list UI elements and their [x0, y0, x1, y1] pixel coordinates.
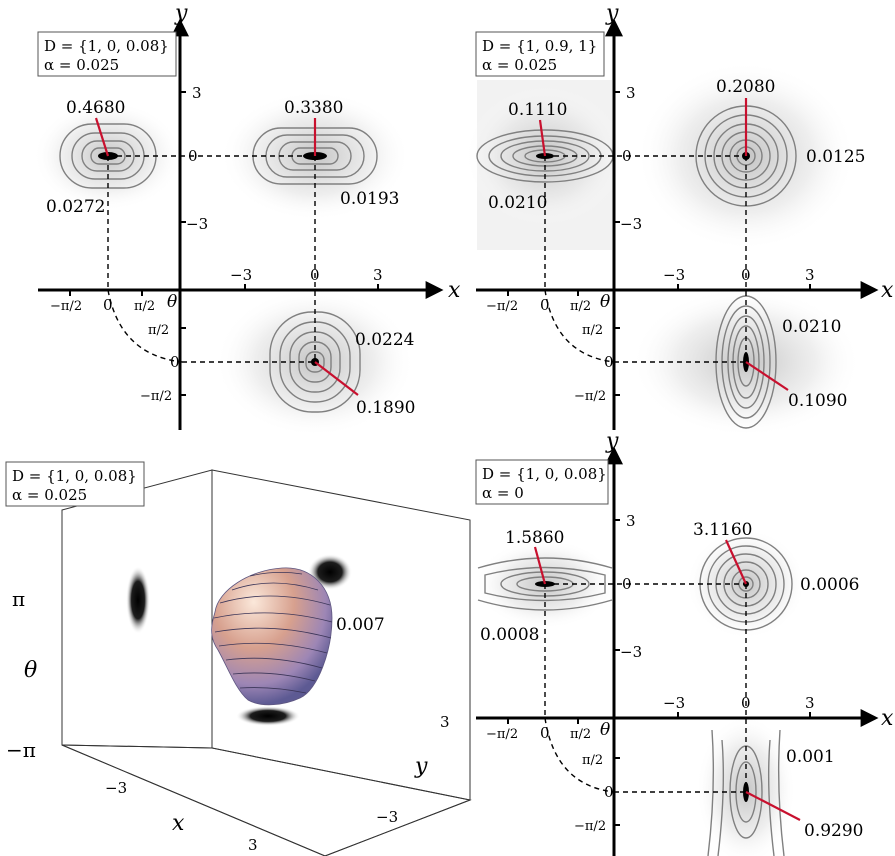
- contours-theta: [707, 729, 785, 856]
- projection-floor: [236, 706, 300, 726]
- projection-left-wall: [126, 566, 150, 634]
- axis-y-label: y: [605, 1, 619, 26]
- axis-y-label: y: [414, 754, 428, 779]
- axis-y-label: y: [605, 429, 619, 454]
- legend: D = {1, 0, 0.08} α = 0.025: [37, 31, 177, 77]
- legend-line-2: α = 0.025: [12, 486, 87, 504]
- peak-label: 3.1160: [693, 520, 752, 540]
- iso-label: 0.007: [336, 615, 385, 635]
- theta-vtick-neg-half-pi: −π/2: [140, 389, 172, 404]
- x-tick-3: 3: [248, 836, 258, 854]
- theta-vtick-half-pi: π/2: [148, 323, 169, 338]
- x-tick-0: 0: [741, 694, 751, 712]
- theta-tick-half-pi: π/2: [134, 299, 155, 314]
- x-tick-3: 3: [805, 266, 815, 284]
- contour-label: 0.0224: [355, 330, 414, 350]
- peak-label: 0.3380: [284, 98, 343, 118]
- legend-line-1: D = {1, 0, 0.08}: [12, 467, 137, 485]
- legend-line-2: α = 0.025: [44, 56, 119, 74]
- x-tick-neg3: −3: [230, 266, 252, 284]
- theta-tick-neg-pi: −π: [6, 738, 36, 762]
- theta-vtick-neg-half-pi: −π/2: [574, 389, 606, 404]
- axis-theta-label: θ: [167, 292, 177, 312]
- contour-label: 0.0193: [340, 189, 399, 209]
- y-tick-0: 0: [188, 147, 198, 165]
- theta-tick-0: 0: [540, 296, 550, 314]
- contour-label: 0.0272: [46, 197, 105, 217]
- x-tick-neg3: −3: [663, 266, 685, 284]
- legend-line-1: D = {1, 0, 0.08}: [44, 37, 169, 55]
- theta-vtick-0: 0: [170, 353, 180, 371]
- y-tick-0: 0: [622, 575, 632, 593]
- axis-x-label: x: [881, 278, 894, 303]
- x-tick-neg3: −3: [105, 779, 127, 797]
- x-tick-0: 0: [741, 266, 751, 284]
- y-tick-neg3: −3: [620, 643, 642, 661]
- isosurface: [211, 567, 333, 706]
- axis-theta-label: θ: [600, 292, 610, 312]
- panel-top-left: y x θ 3 0 −3 −3 0 3 −π/2 0 π/2 π/2 0 −π/…: [33, 1, 461, 437]
- contour-label: 0.0125: [806, 147, 865, 167]
- contour-label: 0.0210: [782, 317, 841, 337]
- peak-label: 0.2080: [716, 77, 775, 97]
- legend: D = {1, 0, 0.08} α = 0: [475, 459, 609, 505]
- axis-y-label: y: [174, 1, 188, 26]
- peak-label: 0.1890: [356, 398, 415, 418]
- theta-tick-half-pi: π/2: [570, 299, 591, 314]
- y-tick-3: 3: [626, 512, 636, 530]
- y-tick-neg3: −3: [620, 215, 642, 233]
- panel-3d: 0.007 π θ −π −3 x 3 3 y −3 D = {1, 0, 0.…: [5, 461, 472, 856]
- theta-vtick-neg-half-pi: −π/2: [574, 819, 606, 834]
- theta-vtick-half-pi: π/2: [582, 753, 603, 768]
- theta-vtick-0: 0: [604, 783, 614, 801]
- y-tick-3: 3: [626, 84, 636, 102]
- theta-tick-half-pi: π/2: [570, 727, 591, 742]
- axis-x-label: x: [172, 811, 185, 836]
- theta-tick-pi: π: [12, 587, 25, 611]
- x-tick-neg3: −3: [663, 694, 685, 712]
- peak-label: 0.1090: [788, 391, 847, 411]
- theta-tick-neg-half-pi: −π/2: [486, 727, 518, 742]
- axis-theta-label: θ: [600, 720, 610, 740]
- theta-tick-0: 0: [540, 724, 550, 742]
- theta-tick-neg-half-pi: −π/2: [486, 299, 518, 314]
- axis-x-label: x: [881, 706, 894, 731]
- contour-label: 0.001: [786, 747, 835, 767]
- axis-theta-label: θ: [24, 658, 37, 683]
- theta-vtick-half-pi: π/2: [582, 323, 603, 338]
- panel-bottom-right: y x θ 3 0 −3 −3 0 3 −π/2 0 π/2 π/2 0 −π/…: [475, 429, 894, 856]
- y-tick-neg3: −3: [376, 808, 398, 826]
- theta-vtick-0: 0: [604, 353, 614, 371]
- y-tick-neg3: −3: [186, 215, 208, 233]
- y-tick-0: 0: [622, 147, 632, 165]
- peak-label: 1.5860: [505, 528, 564, 548]
- x-tick-0: 0: [310, 266, 320, 284]
- y-tick-3: 3: [192, 84, 202, 102]
- peak-label: 0.4680: [66, 98, 125, 118]
- contour-label: 0.0210: [488, 193, 547, 213]
- axis-x-label: x: [448, 278, 461, 303]
- panel-top-right: y x θ 3 0 −3 −3 0 3 −π/2 0 π/2 π/2 0 −π/…: [465, 1, 894, 437]
- projection-back-wall: [308, 554, 352, 590]
- theta-tick-neg-half-pi: −π/2: [50, 299, 82, 314]
- legend-line-1: D = {1, 0, 0.08}: [482, 465, 607, 483]
- peak-label: 0.9290: [804, 821, 863, 841]
- contour-label: 0.0008: [480, 625, 539, 645]
- legend: D = {1, 0.9, 1} α = 0.025: [475, 31, 605, 77]
- y-tick-3: 3: [440, 713, 450, 731]
- peak-label: 0.1110: [508, 100, 567, 120]
- legend-line-2: α = 0: [482, 484, 524, 502]
- legend-line-1: D = {1, 0.9, 1}: [482, 37, 597, 55]
- theta-tick-0: 0: [103, 296, 113, 314]
- x-tick-3: 3: [373, 266, 383, 284]
- contour-label: 0.0006: [800, 575, 859, 595]
- legend: D = {1, 0, 0.08} α = 0.025: [5, 461, 145, 507]
- x-tick-3: 3: [805, 694, 815, 712]
- legend-line-2: α = 0.025: [482, 56, 557, 74]
